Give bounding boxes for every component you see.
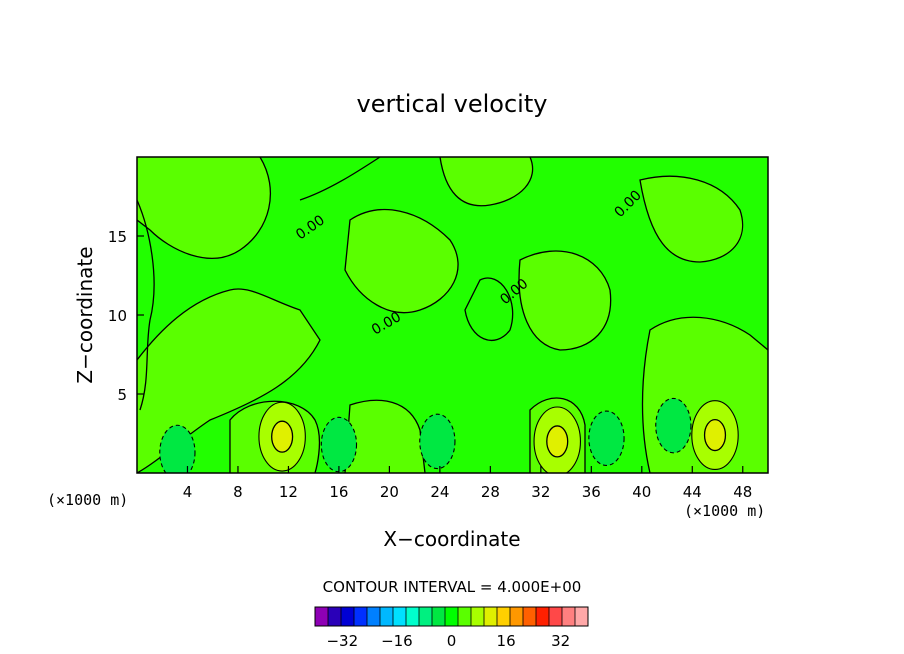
contour-line (344, 399, 426, 473)
field-patch (519, 251, 611, 350)
x-axis-label: X−coordinate (383, 527, 520, 551)
contour-feature (588, 410, 625, 466)
y-axis-ticks: 5 10 15 (108, 228, 144, 404)
x-tick-label: 48 (733, 483, 752, 501)
contour-line (529, 397, 586, 473)
colorbar-swatch (510, 607, 524, 626)
colorbar-swatch (523, 607, 537, 626)
y-tick-label: 5 (117, 386, 127, 404)
colorbar-swatch (406, 607, 420, 626)
contour-feature-core (546, 425, 569, 458)
contour-feature (159, 424, 196, 473)
field-patch (345, 400, 425, 473)
contour-feature-core (703, 418, 727, 452)
y-axis-label: Z−coordinate (73, 246, 97, 383)
y-tick-label: 15 (108, 228, 127, 246)
contour-line (464, 277, 514, 341)
plot-area: 0.00 0.00 0.00 0.00 (137, 157, 768, 473)
contour-line (641, 316, 768, 473)
colorbar-tick-label: 0 (447, 632, 457, 650)
contour-line (229, 400, 321, 473)
x-axis-scale-note: (×1000 m) (47, 491, 128, 509)
colorbar-swatch (536, 607, 550, 626)
x-tick-label: 32 (531, 483, 550, 501)
field-patch (345, 209, 459, 313)
contour-line (299, 157, 381, 201)
colorbar-tick-label: 16 (497, 632, 516, 650)
colorbar-swatch (432, 607, 446, 626)
colorbar-swatch (393, 607, 407, 626)
contour-feature (419, 413, 456, 470)
x-tick-label: 12 (279, 483, 298, 501)
field-patch (440, 157, 533, 206)
x-tick-label: 24 (430, 483, 449, 501)
colorbar-swatch (328, 607, 342, 626)
field-patch (640, 176, 743, 262)
contour-features (159, 397, 739, 473)
x-axis-unit-note: (×1000 m) (684, 502, 765, 520)
colorbar-swatch (497, 607, 511, 626)
colorbar-tick-label: 32 (551, 632, 570, 650)
contour-line (518, 250, 612, 351)
y-tick-label: 10 (108, 307, 127, 325)
chart-title: vertical velocity (357, 90, 548, 118)
x-tick-label: 36 (582, 483, 601, 501)
colorbar-swatch (315, 607, 329, 626)
colorbar-swatch (380, 607, 394, 626)
colorbar-swatch (445, 607, 459, 626)
colorbar-swatch (354, 607, 368, 626)
x-tick-label: 28 (481, 483, 500, 501)
contour-line (137, 199, 155, 411)
contour-feature (320, 416, 358, 473)
colorbar-swatch (471, 607, 485, 626)
x-tick-label: 20 (380, 483, 399, 501)
x-tick-label: 8 (233, 483, 243, 501)
colorbar-swatch (484, 607, 498, 626)
x-tick-label: 4 (183, 483, 193, 501)
colorbar-tick-label: −32 (326, 632, 358, 650)
contour-feature-core (271, 420, 294, 453)
colorbar-swatch (549, 607, 563, 626)
contour-feature (655, 397, 692, 454)
field-patch (137, 157, 271, 259)
colorbar-swatch (458, 607, 472, 626)
colorbar-swatch (575, 607, 589, 626)
colorbar (314, 606, 589, 627)
x-axis-ticks: 4 8 12 16 20 24 28 32 36 40 44 48 (183, 466, 752, 501)
x-tick-label: 16 (329, 483, 348, 501)
colorbar-ticks: −32 −16 0 16 32 (326, 632, 570, 650)
colorbar-tick-label: −16 (381, 632, 413, 650)
colorbar-swatch (367, 607, 381, 626)
contour-line (344, 208, 459, 314)
contour-line (137, 157, 272, 259)
colorbar-frame (314, 606, 589, 627)
colorbar-swatch (562, 607, 576, 626)
contour-line (639, 175, 744, 263)
contour-line (439, 157, 534, 207)
x-tick-label: 44 (683, 483, 702, 501)
colorbar-swatch (341, 607, 355, 626)
x-tick-label: 40 (632, 483, 651, 501)
colorbar-swatch (419, 607, 433, 626)
colorbar-title: CONTOUR INTERVAL = 4.000E+00 (323, 578, 582, 596)
